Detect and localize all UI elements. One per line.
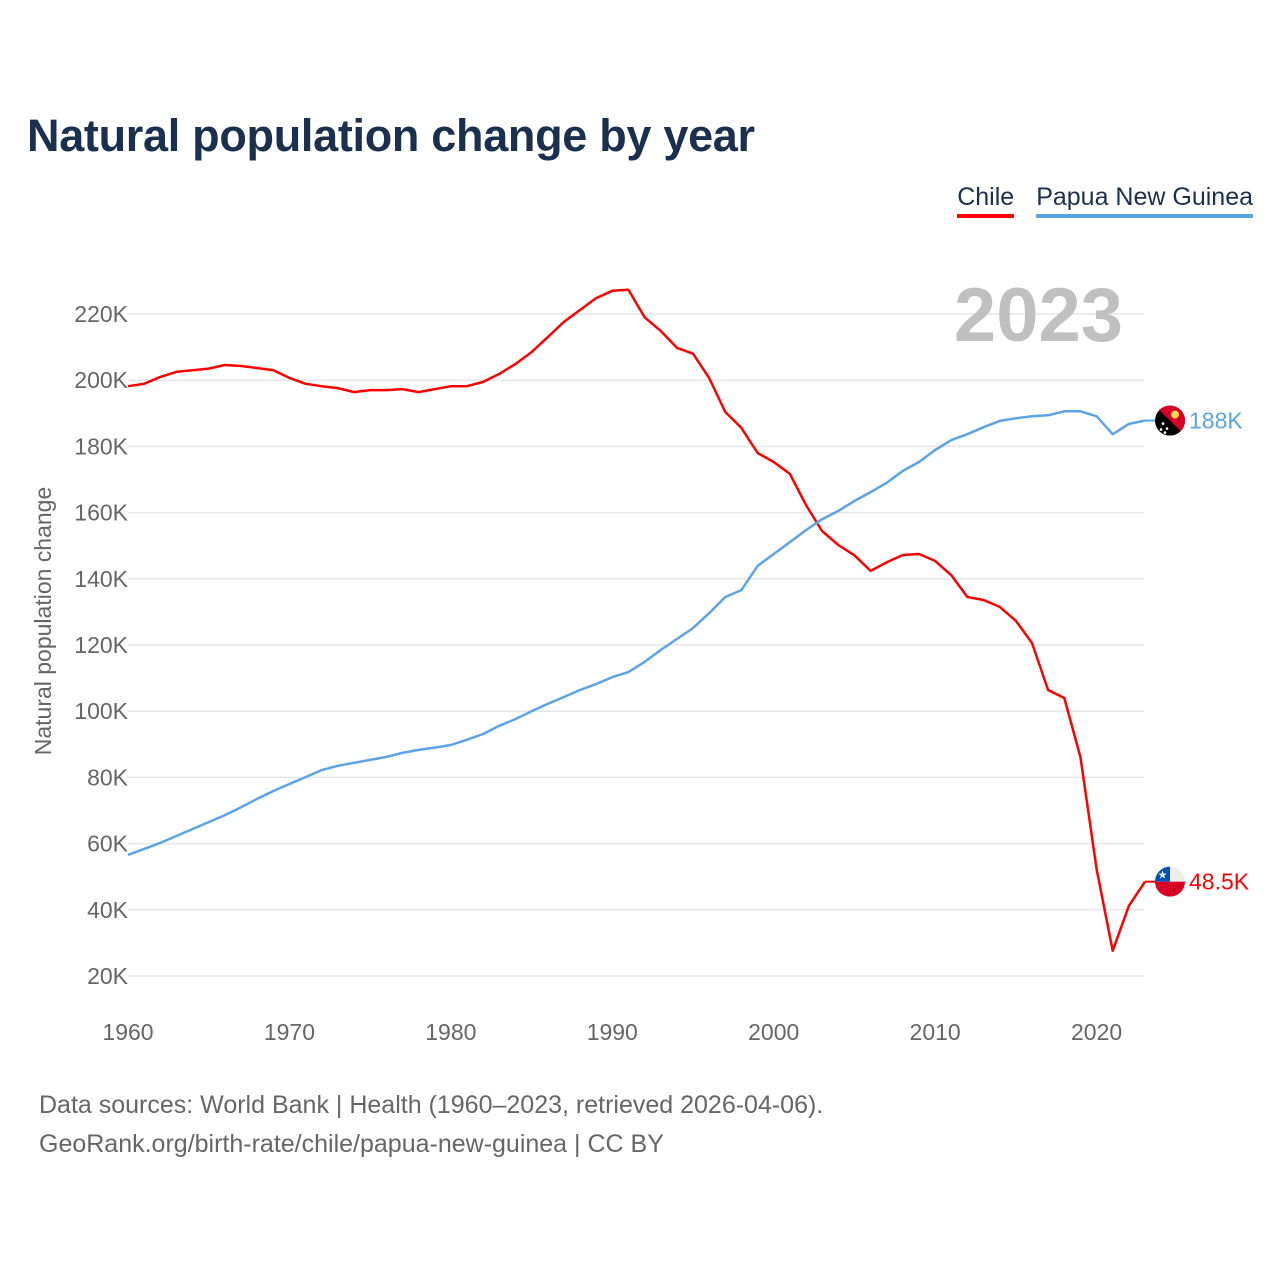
chile-flag-icon: ★	[1155, 866, 1185, 897]
y-tick-label: 60K	[87, 831, 129, 857]
y-tick-label: 220K	[74, 301, 128, 327]
data-source: Data sources: World Bank | Health (1960–…	[39, 1091, 824, 1119]
chart-title: Natural population change by year	[27, 110, 755, 161]
y-tick-label: 140K	[74, 566, 128, 592]
y-tick-label: 80K	[87, 764, 129, 790]
y-tick-label: 20K	[87, 963, 129, 989]
y-tick-label: 120K	[74, 632, 128, 658]
x-tick-label: 2010	[910, 1019, 961, 1045]
legend: Chile Papua New Guinea	[957, 183, 1253, 218]
y-tick-label: 40K	[87, 897, 129, 923]
x-tick-label: 1960	[102, 1019, 153, 1045]
x-tick-label: 1990	[587, 1019, 638, 1045]
year-watermark: 2023	[954, 273, 1123, 358]
svg-text:★: ★	[1158, 870, 1168, 882]
line-chart: 20K 40K 60K 80K 100K 120K 140K 160K 180K 200K 220K…	[30, 273, 1250, 1045]
end-value-label: 188K	[1189, 408, 1243, 434]
x-tick-label: 1980	[425, 1019, 476, 1045]
y-tick-label: 160K	[74, 500, 128, 526]
end-value-label: 48.5K	[1189, 869, 1250, 895]
y-tick-label: 180K	[74, 433, 128, 459]
x-tick-label: 2020	[1071, 1019, 1122, 1045]
papua-new-guinea-flag-icon	[1155, 405, 1185, 436]
series-line-chile[interactable]	[127, 288, 1147, 953]
source-link[interactable]: GeoRank.org/birth-rate/chile/papua-new-g…	[39, 1130, 664, 1158]
x-tick-label: 1970	[264, 1019, 315, 1045]
x-tick-label: 2000	[748, 1019, 799, 1045]
footer: Data sources: World Bank | Health (1960–…	[39, 1086, 823, 1164]
series-line-papua-new-guinea[interactable]	[127, 410, 1146, 857]
y-tick-label: 100K	[74, 698, 128, 724]
legend-item-papua-new-guinea[interactable]: Papua New Guinea	[1036, 183, 1253, 218]
legend-item-chile[interactable]: Chile	[957, 183, 1015, 218]
y-axis-label: Natural population change	[30, 487, 56, 756]
y-tick-label: 200K	[74, 367, 128, 393]
